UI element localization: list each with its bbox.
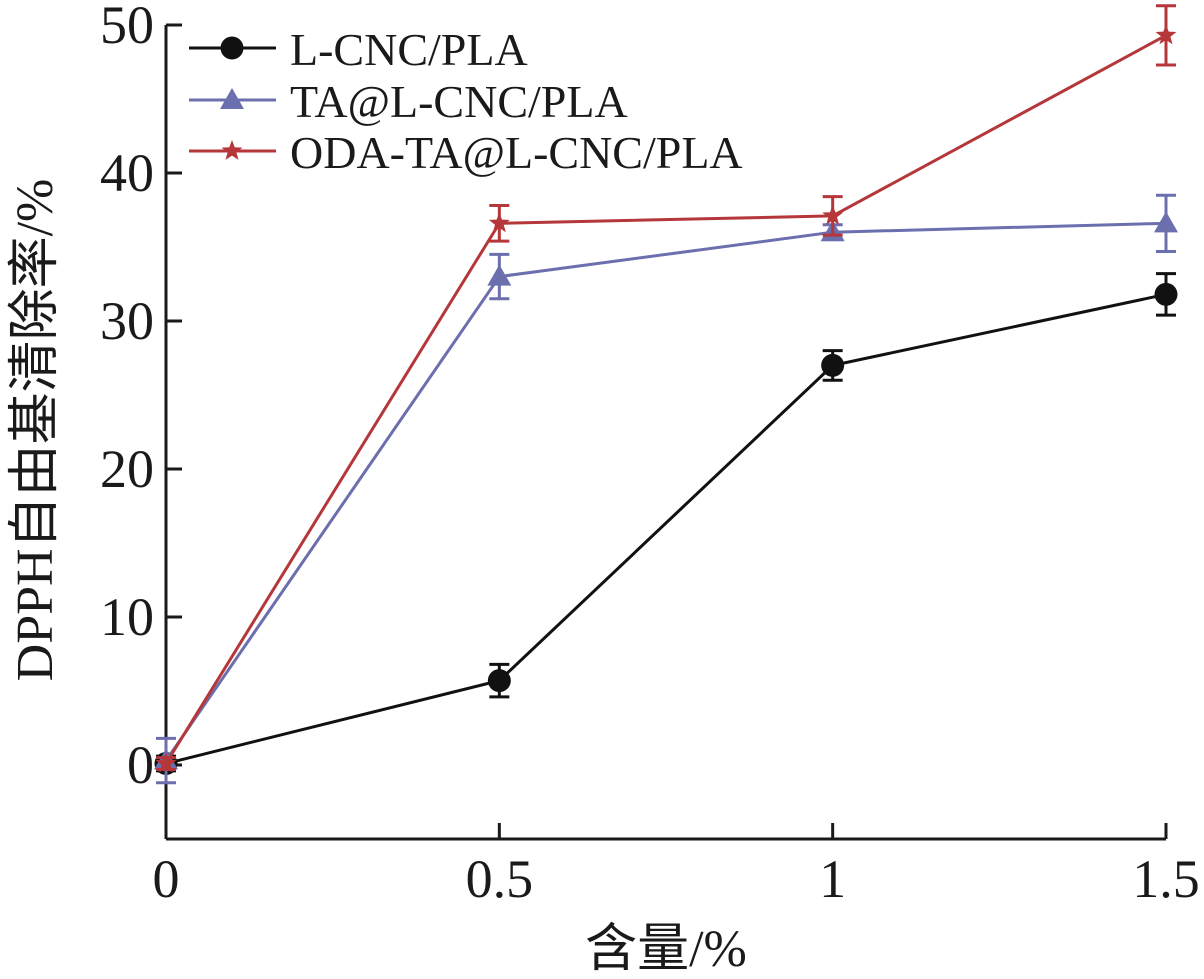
x-tick-label: 0.5 bbox=[466, 849, 534, 909]
data-point bbox=[821, 353, 845, 377]
series-line bbox=[164, 221, 1167, 762]
data-point bbox=[1154, 282, 1178, 306]
legend-item: TA@L-CNC/PLA bbox=[189, 76, 628, 127]
data-point bbox=[487, 264, 512, 286]
legend-item: ODA-TA@L-CNC/PLA bbox=[189, 127, 743, 178]
legend-item: L-CNC/PLA bbox=[189, 24, 528, 75]
y-axis-title: DPPH自由基清除率/% bbox=[7, 179, 64, 682]
legend-marker bbox=[220, 88, 244, 109]
x-axis-title: 含量/% bbox=[585, 921, 747, 978]
series-layer bbox=[154, 4, 1178, 785]
y-tick-label: 50 bbox=[100, 0, 154, 55]
legend-marker bbox=[220, 36, 244, 60]
data-point bbox=[155, 752, 177, 773]
legend-label: ODA-TA@L-CNC/PLA bbox=[290, 127, 743, 178]
data-point bbox=[488, 212, 510, 233]
series-2 bbox=[154, 193, 1178, 785]
x-tick-label: 1.5 bbox=[1132, 849, 1200, 909]
y-tick-label: 10 bbox=[100, 587, 154, 647]
series-line bbox=[165, 292, 1167, 765]
x-tick-label: 0 bbox=[153, 849, 180, 909]
series-1 bbox=[154, 272, 1178, 776]
legend-label: TA@L-CNC/PLA bbox=[290, 76, 628, 127]
y-tick-label: 40 bbox=[100, 143, 154, 203]
data-point bbox=[822, 204, 844, 225]
legend-label: L-CNC/PLA bbox=[290, 24, 528, 75]
data-point bbox=[1155, 24, 1177, 45]
data-point bbox=[1154, 211, 1178, 233]
y-tick-label: 0 bbox=[127, 735, 154, 795]
y-tick-label: 30 bbox=[100, 291, 154, 351]
y-tick-label: 20 bbox=[100, 439, 154, 499]
series-3 bbox=[155, 4, 1177, 773]
data-point bbox=[487, 669, 511, 693]
x-tick-label: 1 bbox=[819, 849, 846, 909]
legend-marker bbox=[221, 140, 243, 160]
series-line bbox=[164, 34, 1167, 765]
axes: 0 10 20 30 40 50 0 0.5 1 1.5 bbox=[100, 0, 1200, 909]
